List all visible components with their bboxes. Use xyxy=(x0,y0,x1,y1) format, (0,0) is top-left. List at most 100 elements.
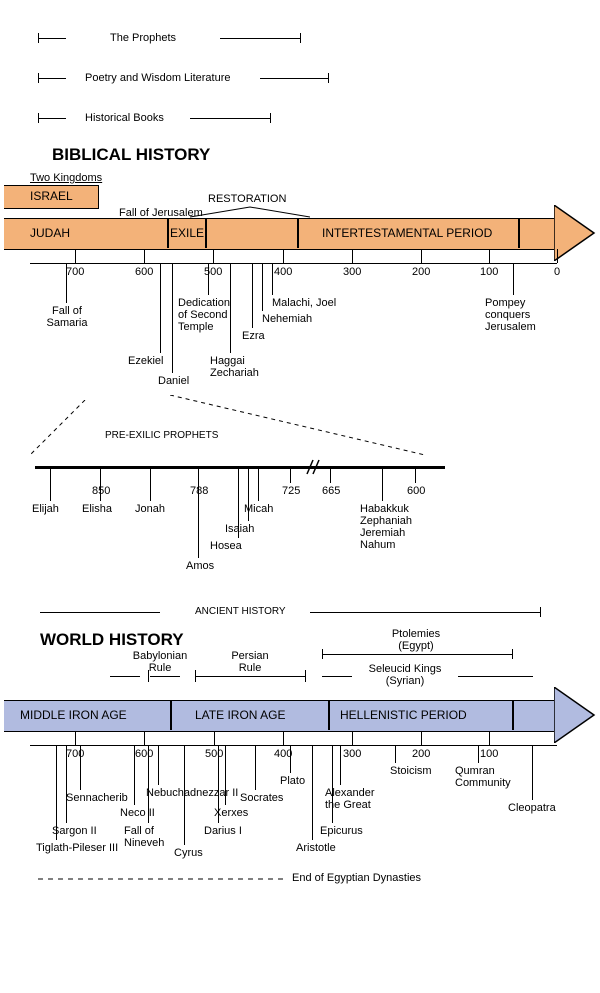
we-alex: Alexander the Great xyxy=(325,787,385,811)
wt-300 xyxy=(352,731,353,745)
legend-hist-right-cap xyxy=(270,113,271,123)
world-arrow-head xyxy=(554,687,596,743)
div-exile-l xyxy=(167,218,169,248)
pn-600: 600 xyxy=(407,485,425,497)
ev-nehemiah-t xyxy=(262,263,263,311)
ev-malachi: Malachi, Joel xyxy=(272,297,336,309)
inter-label: INTERTESTAMENTAL PERIOD xyxy=(322,226,492,240)
israel-label: ISRAEL xyxy=(30,189,73,203)
we-qumran: Qumran Community xyxy=(455,765,525,789)
ev-daniel: Daniel xyxy=(158,375,189,387)
legend-hist-label: Historical Books xyxy=(85,112,164,124)
we-epicurus-t xyxy=(332,745,333,823)
pe-micah-t xyxy=(258,483,259,501)
ev-ezekiel-t xyxy=(160,263,161,353)
pe-elisha: Elisha xyxy=(82,503,112,515)
we-sargon: Sargon II xyxy=(52,825,97,837)
pt-10 xyxy=(382,469,383,483)
pe-hab: Habakkuk Zephaniah Jeremiah Nahum xyxy=(360,503,430,551)
persian-label: Persian Rule xyxy=(220,650,280,674)
bn-300: 300 xyxy=(343,266,361,278)
bt-600 xyxy=(144,249,145,263)
late-iron-label: LATE IRON AGE xyxy=(195,708,285,722)
bn-400: 400 xyxy=(274,266,292,278)
per-cap-l xyxy=(195,670,196,682)
legend-prophets-left xyxy=(38,38,66,39)
bt-100 xyxy=(489,249,490,263)
wn-300: 300 xyxy=(343,748,361,760)
restoration-label: RESTORATION xyxy=(208,193,286,205)
bn-200: 200 xyxy=(412,266,430,278)
pe-hosea: Hosea xyxy=(210,540,242,552)
we-socrates-t xyxy=(255,745,256,790)
legend-prophets-label: The Prophets xyxy=(110,32,176,44)
legend-prophets-right xyxy=(220,38,300,39)
ev-ezra-t xyxy=(252,263,253,328)
ancient-history-label: ANCIENT HISTORY xyxy=(195,606,286,617)
bab-line-b xyxy=(150,676,180,677)
we-neco: Neco II xyxy=(120,807,155,819)
pt-11 xyxy=(415,469,416,483)
wn-200: 200 xyxy=(412,748,430,760)
wt-400 xyxy=(283,731,284,745)
legend-hist-left-cap xyxy=(38,113,39,123)
ancient-cap-r xyxy=(540,607,541,617)
we-aristotle-t xyxy=(312,745,313,840)
bt-200 xyxy=(421,249,422,263)
we-neco-t xyxy=(134,745,135,805)
wt-100 xyxy=(489,731,490,745)
preexilic-dash-left xyxy=(30,400,90,460)
judah-arrow-head xyxy=(554,205,596,261)
wn-100: 100 xyxy=(480,748,498,760)
legend-poetry-left xyxy=(38,78,66,79)
bn-100: 100 xyxy=(480,266,498,278)
div-exile-r xyxy=(205,218,207,248)
restoration-chevron xyxy=(190,205,310,219)
biblical-history-title: BIBLICAL HISTORY xyxy=(52,145,210,165)
pe-jonah-t xyxy=(150,483,151,501)
we-senn: Sennacherib xyxy=(66,792,128,804)
wn-600: 600 xyxy=(135,748,153,760)
bt-300 xyxy=(352,249,353,263)
we-tiglath: Tiglath-Pileser III xyxy=(36,842,118,854)
pn-788: 788 xyxy=(190,485,208,497)
legend-hist-right xyxy=(190,118,270,119)
we-epicurus: Epicurus xyxy=(320,825,363,837)
ancient-span-r xyxy=(310,612,540,613)
pt-2 xyxy=(100,469,101,483)
legend-poetry-right-cap xyxy=(328,73,329,83)
ancient-span-l xyxy=(40,612,160,613)
legend-poetry-right xyxy=(260,78,328,79)
seleucid-label: Seleucid Kings (Syrian) xyxy=(355,663,455,687)
pe-elijah-t xyxy=(50,483,51,501)
we-nebuch-t xyxy=(158,745,159,785)
we-cyrus: Cyrus xyxy=(174,847,203,859)
two-kingdoms-label: Two Kingdoms xyxy=(30,172,102,184)
we-socrates: Socrates xyxy=(240,792,283,804)
we-nineveh-t xyxy=(148,745,149,823)
pe-hab-t xyxy=(382,483,383,501)
pt-8 xyxy=(290,469,291,483)
ev-samaria: Fall of Samaria xyxy=(42,305,92,329)
pn-665: 665 xyxy=(322,485,340,497)
hell-label: HELLENISTIC PERIOD xyxy=(340,708,467,722)
we-xerxes: Xerxes xyxy=(214,807,248,819)
legend-prophets-left-cap1 xyxy=(38,33,39,43)
bablyonian-label: Babylonian Rule xyxy=(125,650,195,674)
we-cleo-t xyxy=(532,745,533,800)
ev-ezekiel: Ezekiel xyxy=(128,355,163,367)
legend-prophets-right-cap xyxy=(300,33,301,43)
egypt-label: End of Egyptian Dynasties xyxy=(292,872,421,884)
mid-iron-label: MIDDLE IRON AGE xyxy=(20,708,127,722)
ptol-line xyxy=(322,654,512,655)
ev-pompey-t xyxy=(513,263,514,295)
we-qumran-t xyxy=(478,745,479,763)
bn-0: 0 xyxy=(554,266,560,278)
we-senn-t xyxy=(80,745,81,790)
wn-700: 700 xyxy=(66,748,84,760)
egypt-dash xyxy=(38,878,288,880)
bn-700: 700 xyxy=(66,266,84,278)
we-stoic-t xyxy=(395,745,396,763)
pn-725: 725 xyxy=(282,485,300,497)
pt-3 xyxy=(150,469,151,483)
